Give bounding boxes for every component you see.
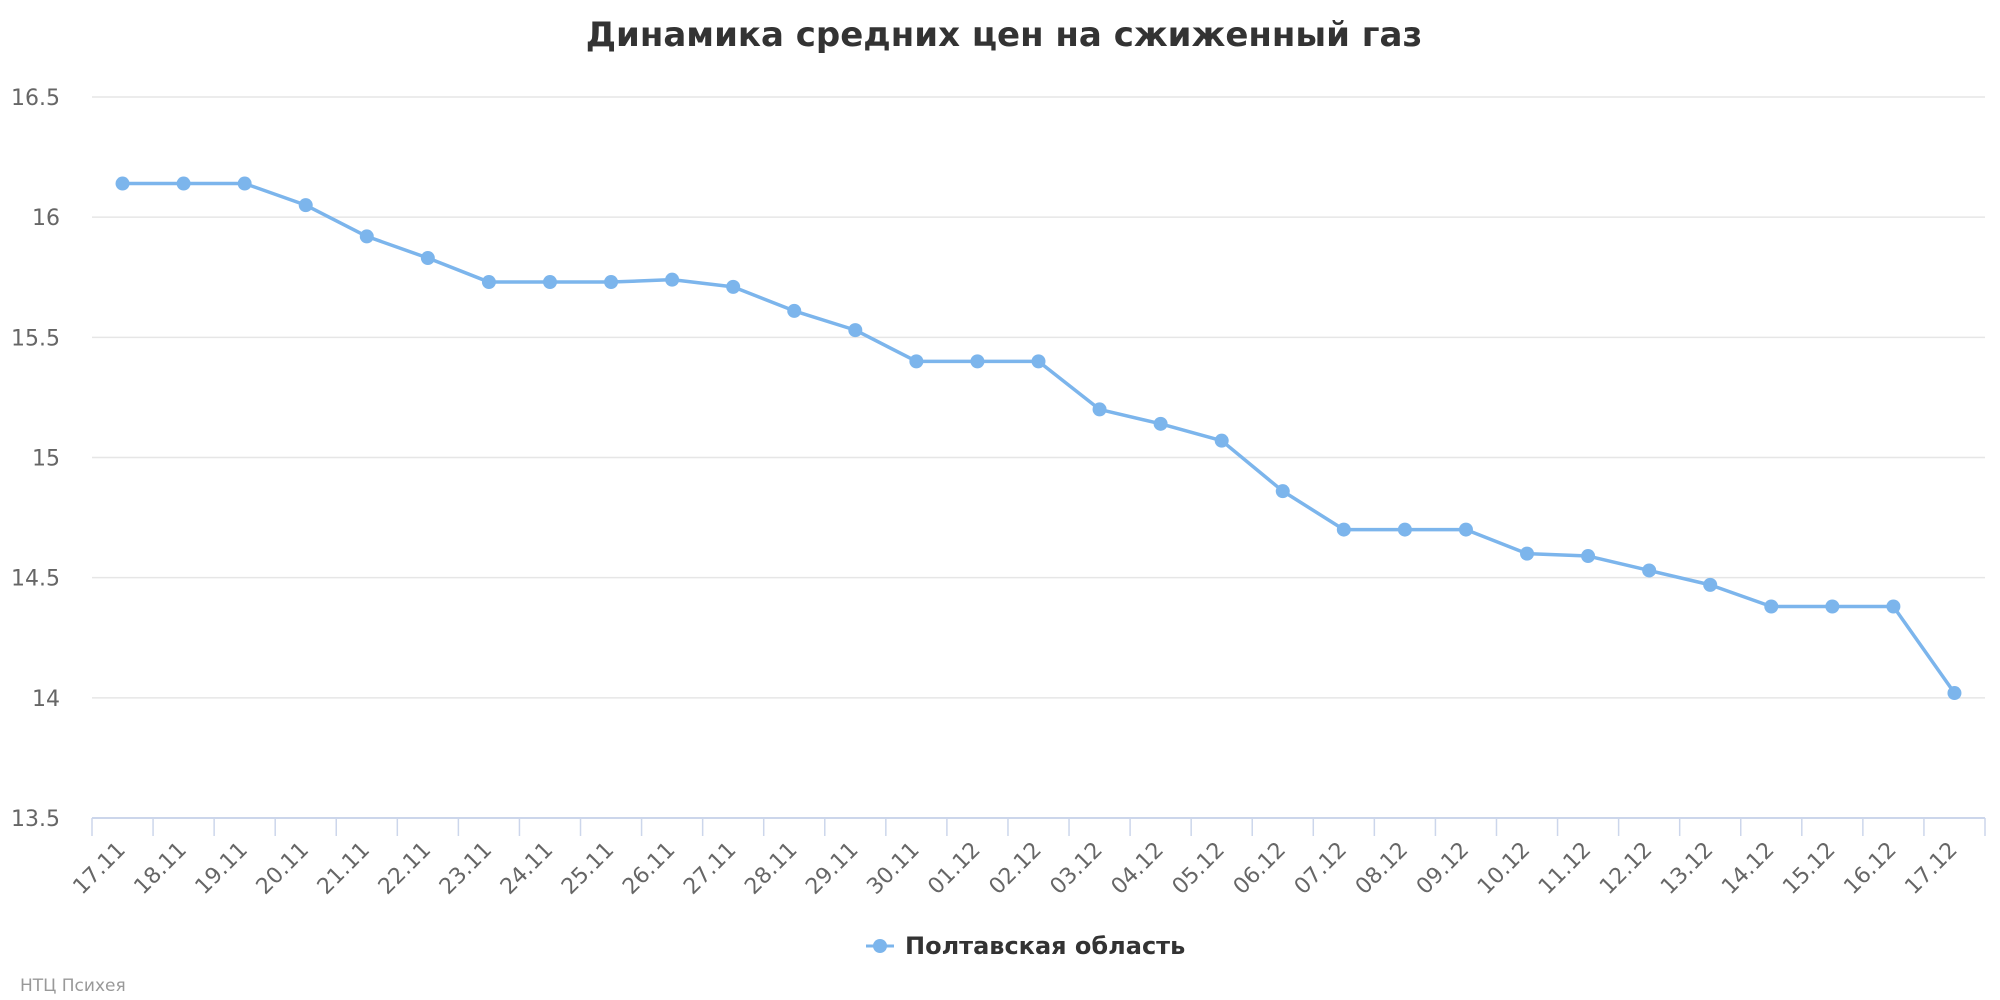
data-point[interactable] [115, 176, 130, 191]
x-tick-label: 20.11 [252, 838, 314, 900]
data-point[interactable] [787, 303, 802, 318]
y-tick-label: 14 [32, 687, 60, 712]
y-tick-label: 14.5 [11, 567, 60, 592]
data-point[interactable] [1642, 563, 1657, 578]
data-point[interactable] [848, 323, 863, 338]
x-tick-label: 25.11 [557, 838, 619, 900]
data-point[interactable] [1458, 522, 1473, 537]
x-tick-label: 26.11 [618, 838, 680, 900]
x-tick-label: 23.11 [435, 838, 497, 900]
y-tick-label: 15 [32, 447, 60, 472]
x-tick-label: 28.11 [740, 838, 802, 900]
x-tick-label: 11.12 [1534, 838, 1596, 900]
data-point[interactable] [1520, 546, 1535, 561]
series-layer [115, 176, 1962, 701]
data-point[interactable] [176, 176, 191, 191]
data-point[interactable] [1214, 433, 1229, 448]
legend[interactable]: Полтавская область [866, 932, 1185, 960]
data-point[interactable] [1703, 577, 1718, 592]
data-point[interactable] [420, 251, 435, 266]
x-tick-label: 02.12 [985, 838, 1047, 900]
x-tick-label: 09.12 [1412, 838, 1474, 900]
data-point[interactable] [1764, 599, 1779, 614]
x-tick-label: 05.12 [1168, 838, 1230, 900]
x-tick-label: 30.11 [862, 838, 924, 900]
data-point[interactable] [237, 176, 252, 191]
y-tick-label: 13.5 [11, 807, 60, 832]
x-tick-label: 18.11 [130, 838, 192, 900]
data-point[interactable] [359, 229, 374, 244]
x-tick-label: 14.12 [1717, 838, 1779, 900]
data-point[interactable] [665, 272, 680, 287]
x-tick-label: 06.12 [1229, 838, 1291, 900]
x-tick-label: 22.11 [374, 838, 436, 900]
x-tick-label: 08.12 [1351, 838, 1413, 900]
x-tick-label: 04.12 [1107, 838, 1169, 900]
data-point[interactable] [909, 354, 924, 369]
data-point[interactable] [1092, 402, 1107, 417]
credits-text: НТЦ Психея [20, 976, 126, 996]
data-point[interactable] [1336, 522, 1351, 537]
data-point[interactable] [1275, 484, 1290, 499]
x-tick-label: 17.11 [69, 838, 131, 900]
data-point[interactable] [1825, 599, 1840, 614]
x-tick-label: 27.11 [679, 838, 741, 900]
data-point[interactable] [1153, 416, 1168, 431]
x-tick-label: 21.11 [313, 838, 375, 900]
x-tick-label: 29.11 [801, 838, 863, 900]
x-tick-label: 01.12 [923, 838, 985, 900]
legend-dot-marker [873, 939, 887, 953]
y-tick-label: 16 [32, 206, 60, 231]
data-point[interactable] [970, 354, 985, 369]
x-tick-label: 12.12 [1595, 838, 1657, 900]
data-point[interactable] [1031, 354, 1046, 369]
y-tick-label: 15.5 [11, 326, 60, 351]
x-tick-label: 07.12 [1290, 838, 1352, 900]
data-point[interactable] [726, 279, 741, 294]
x-tick-label: 24.11 [496, 838, 558, 900]
x-tick-label: 03.12 [1046, 838, 1108, 900]
legend-label: Полтавская область [905, 932, 1185, 960]
data-point[interactable] [298, 198, 313, 213]
data-point[interactable] [604, 275, 619, 290]
x-tick-label: 16.12 [1839, 838, 1901, 900]
chart-title: Динамика средних цен на сжиженный газ [586, 15, 1423, 55]
y-axis: 13.5 14 14.5 15 15.5 16 16.5 [11, 86, 60, 832]
data-point[interactable] [481, 275, 496, 290]
grid [92, 96, 1985, 699]
data-point[interactable] [1886, 599, 1901, 614]
data-point[interactable] [542, 275, 557, 290]
series-line [120, 181, 1957, 695]
y-tick-label: 16.5 [11, 86, 60, 111]
data-point[interactable] [1947, 686, 1962, 701]
x-tick-label: 17.12 [1900, 838, 1962, 900]
data-point[interactable] [1397, 522, 1412, 537]
data-point[interactable] [1581, 549, 1596, 564]
x-tick-label: 10.12 [1473, 838, 1535, 900]
x-tick-label: 13.12 [1656, 838, 1718, 900]
x-tick-label: 19.11 [191, 838, 253, 900]
x-axis: 17.1118.1119.1120.1121.1122.1123.1124.11… [69, 817, 1986, 900]
x-tick-label: 15.12 [1778, 838, 1840, 900]
